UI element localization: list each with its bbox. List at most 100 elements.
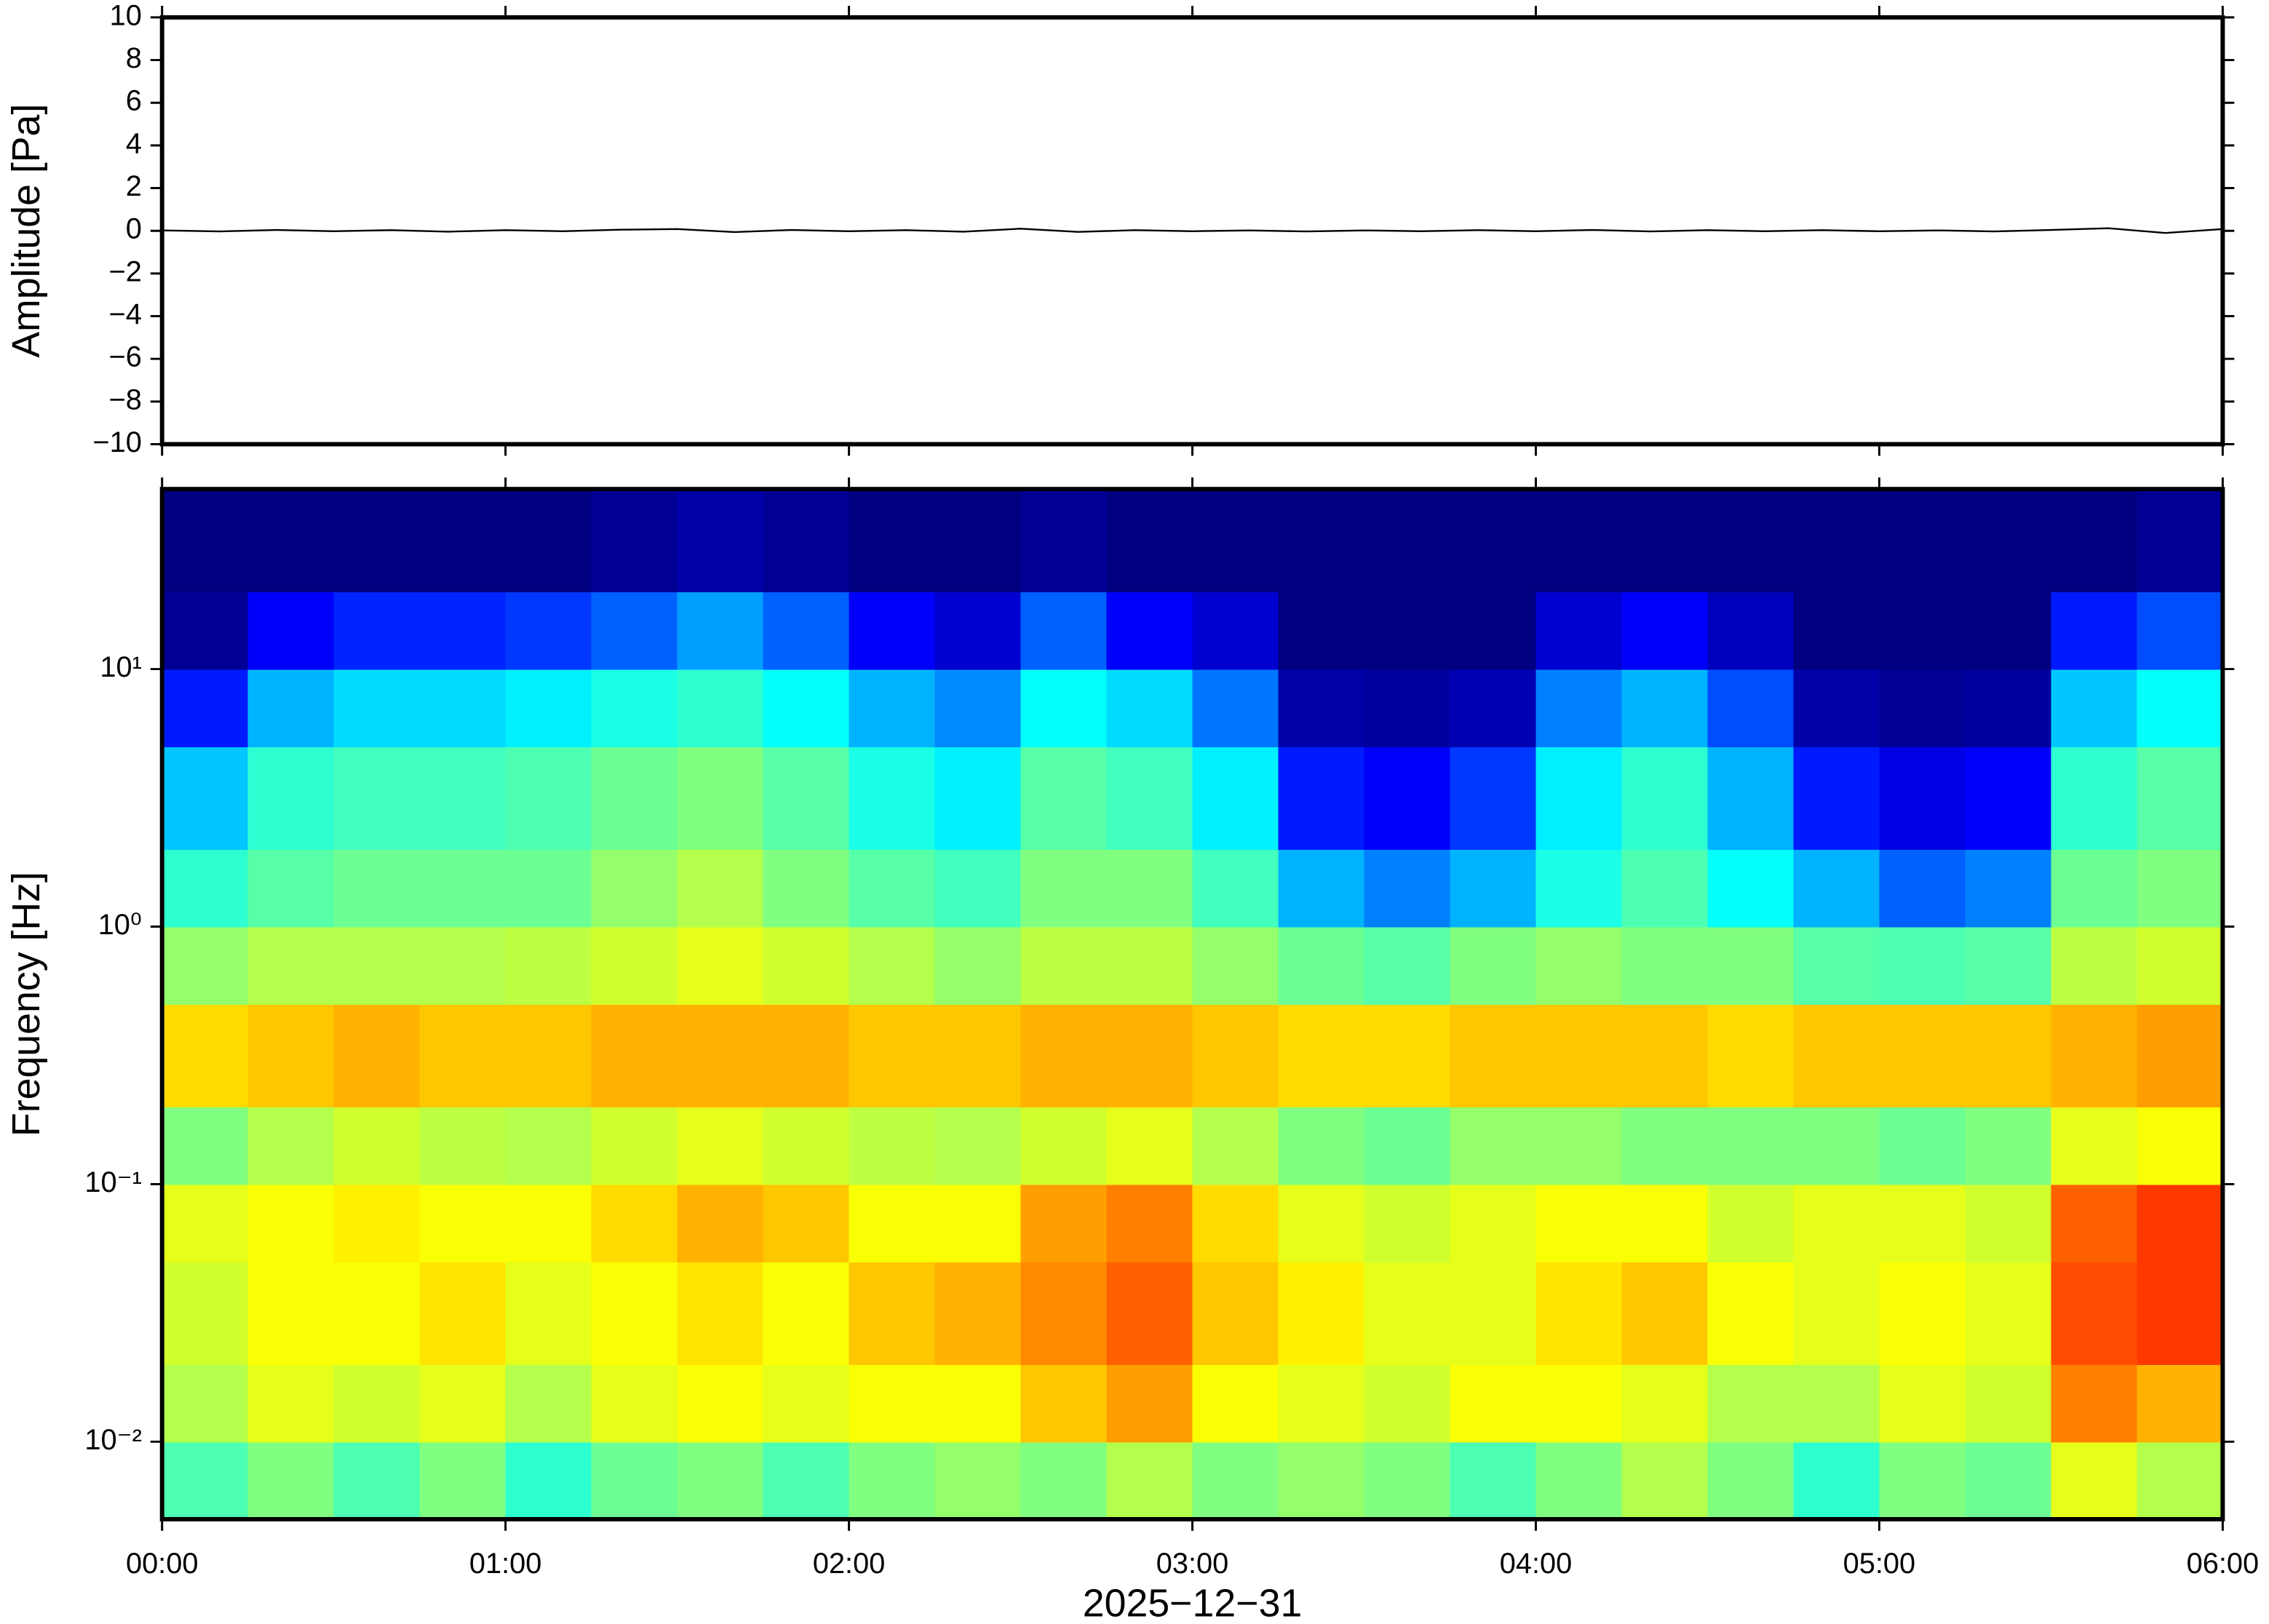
spectrogram-cell [1707,1004,1795,1107]
spectrogram-cell [1450,592,1537,670]
spectrogram-cell [1535,1441,1623,1520]
spectrogram-cell [1793,1364,1880,1443]
spectrogram-cell [677,1004,764,1107]
spectrogram-cell [1106,592,1193,670]
spectrogram-cell [1879,669,1966,748]
spectrogram-cell [1364,1004,1451,1107]
spectrogram-cell [1278,926,1365,1006]
spectrogram-cell [1020,1004,1108,1107]
y-tick-label: 4 [126,127,142,159]
spectrogram-cell [849,1106,936,1185]
x-tick-label: 00:00 [126,1548,199,1580]
spectrogram-cell [1450,747,1537,850]
spectrogram-cell [1707,1106,1795,1185]
y-tick-label: 2 [126,170,142,202]
spectrogram-cell [1106,1106,1193,1185]
spectrogram-cell [934,926,1022,1006]
spectrogram-cell [1364,848,1451,928]
spectrogram-cell [1278,1106,1365,1185]
spectrogram-cell [333,747,421,850]
spectrogram-cell [1535,747,1623,850]
spectrogram-cell [2137,592,2224,670]
waveform [162,227,2223,234]
spectrogram-cell [2137,747,2224,850]
spectrogram-cell [677,1184,764,1263]
spectrogram-cell [849,1004,936,1107]
spectrogram-cell [247,669,335,748]
spectrogram-cell [1192,1004,1279,1107]
spectrogram-cell [419,489,506,593]
spectrogram-cell [763,669,850,748]
spectrogram-cell [1364,1106,1451,1185]
spectrogram-cell [247,489,335,593]
spectrogram-cell [1793,1004,1880,1107]
y-axis-label: Amplitude [Pa] [4,104,48,358]
spectrogram-cell [1450,926,1537,1006]
spectrogram-cell [419,1106,506,1185]
spectrogram-cell [2051,669,2138,748]
spectrogram-cell [1364,1262,1451,1365]
spectrogram-cell [1278,489,1365,593]
spectrogram-cell [2137,1184,2224,1263]
spectrogram-cell [677,1441,764,1520]
spectrogram-cell [1278,592,1365,670]
spectrogram-cell [1020,926,1108,1006]
spectrogram-cell [247,1106,335,1185]
spectrogram-cell [162,1262,249,1365]
spectrogram-cell [1364,1441,1451,1520]
spectrogram-cell [1278,1364,1365,1443]
spectrogram-cell [333,1441,421,1520]
spectrogram-cell [934,1004,1022,1107]
spectrogram-cell [505,926,592,1006]
spectrogram-cell [1793,1441,1880,1520]
spectrogram-cell [1621,848,1709,928]
spectrogram-cell [591,1106,678,1185]
spectrogram-cell [1793,489,1880,593]
spectrogram-cell [2051,592,2138,670]
spectrogram-cell [1364,926,1451,1006]
spectrogram-cell [763,1262,850,1365]
spectrogram-cell [247,1184,335,1263]
spectrogram-cell [1364,1184,1451,1263]
spectrogram-cell [1965,1262,2052,1365]
y-tick-label: 0 [126,213,142,245]
spectrogram-cell [2137,1262,2224,1365]
spectrogram-cell [1278,1441,1365,1520]
spectrogram-cell [247,1004,335,1107]
spectrogram-cell [162,926,249,1006]
spectrogram-cell [1707,1364,1795,1443]
spectrogram-cell [677,592,764,670]
spectrogram-cell [677,747,764,850]
spectrogram-cell [934,489,1022,593]
spectrogram-cell [1020,1441,1108,1520]
spectrogram-cell [1707,926,1795,1006]
x-tick-label: 04:00 [1500,1548,1573,1580]
spectrogram-cell [419,848,506,928]
spectrogram-cell [162,1184,249,1263]
spectrogram-cell [1535,489,1623,593]
spectrogram-cell [1450,1364,1537,1443]
spectrogram-cell [419,747,506,850]
y-tick-label: −8 [109,383,142,415]
spectrogram-cell [677,1364,764,1443]
spectrogram-cell [1278,848,1365,928]
spectrogram-cell [591,926,678,1006]
spectrogram-cell [1621,489,1709,593]
spectrogram-cell [2051,1106,2138,1185]
spectrogram-cell [1192,747,1279,850]
spectrogram-cell [677,1262,764,1365]
spectrogram-cell [1879,489,1966,593]
spectrogram-cell [934,1364,1022,1443]
spectrogram-cell [2051,1441,2138,1520]
spectrogram-cell [1793,848,1880,928]
spectrogram-cell [2051,926,2138,1006]
spectrogram-cell [2137,1364,2224,1443]
spectrogram-cell [1192,1441,1279,1520]
spectrogram-cell [1965,592,2052,670]
spectrogram-cell [849,669,936,748]
spectrogram-cell [934,1262,1022,1365]
spectrogram-cell [1879,592,1966,670]
spectrogram-cell [1793,1184,1880,1263]
spectrogram-cell [1020,747,1108,850]
spectrogram-cell [677,669,764,748]
